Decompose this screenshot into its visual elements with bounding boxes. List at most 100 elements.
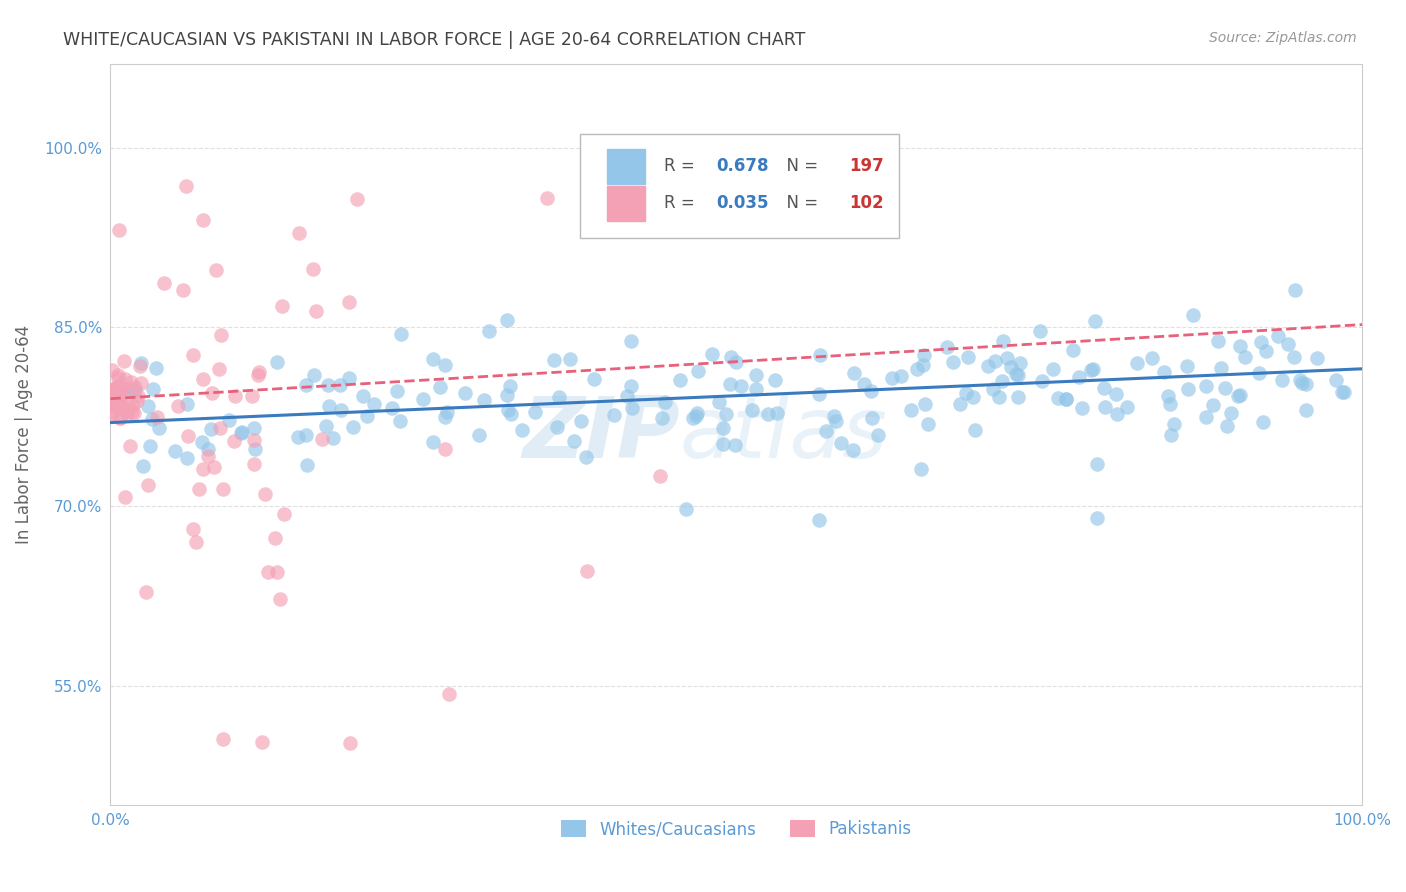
Point xyxy=(723,438,745,452)
Text: atlas: atlas xyxy=(681,393,889,476)
Point xyxy=(1229,339,1251,353)
Point xyxy=(129,376,152,390)
Point xyxy=(108,411,131,425)
Point xyxy=(1284,283,1306,297)
Point xyxy=(433,409,456,424)
Point xyxy=(148,421,170,435)
Point xyxy=(1007,368,1029,382)
Point xyxy=(963,423,986,437)
Point xyxy=(212,732,235,747)
Point xyxy=(181,522,204,536)
Point xyxy=(153,276,176,290)
Point xyxy=(900,403,922,417)
Point xyxy=(582,371,605,385)
Point xyxy=(243,442,266,456)
Point xyxy=(122,383,145,397)
Point xyxy=(543,353,565,368)
Text: ZIP: ZIP xyxy=(522,393,681,476)
Point xyxy=(242,421,264,435)
Point xyxy=(1209,361,1232,376)
Point xyxy=(1153,365,1175,379)
Point xyxy=(654,394,676,409)
Point xyxy=(115,381,138,395)
Point xyxy=(295,378,318,392)
Point xyxy=(741,402,763,417)
Point xyxy=(330,402,353,417)
Point xyxy=(110,396,132,410)
Point xyxy=(363,397,385,411)
Point xyxy=(1251,415,1274,429)
Point xyxy=(322,431,344,445)
Point xyxy=(1331,385,1354,400)
Point xyxy=(1216,418,1239,433)
Point xyxy=(763,373,786,387)
Point xyxy=(329,378,352,392)
Point xyxy=(107,400,129,414)
Point xyxy=(197,442,219,457)
Point xyxy=(1213,381,1236,395)
Point xyxy=(176,451,198,466)
Point xyxy=(118,439,141,453)
Point xyxy=(346,192,368,206)
Point xyxy=(108,379,131,393)
Point xyxy=(575,450,598,464)
Point xyxy=(127,389,149,403)
Point xyxy=(957,351,980,365)
Point xyxy=(287,430,309,444)
Point xyxy=(108,384,131,398)
Point xyxy=(107,371,129,385)
Point xyxy=(131,356,153,370)
Point xyxy=(815,424,838,438)
Point xyxy=(115,407,138,421)
Point xyxy=(208,421,231,435)
Point xyxy=(1092,381,1115,395)
Point xyxy=(138,439,160,453)
Point xyxy=(603,408,626,422)
Point xyxy=(714,408,737,422)
Point xyxy=(825,414,848,428)
Point xyxy=(962,390,984,404)
Point xyxy=(621,401,644,415)
Point xyxy=(218,412,240,426)
Point xyxy=(668,373,690,387)
Point xyxy=(575,565,598,579)
Point xyxy=(337,295,360,310)
Point xyxy=(387,384,409,399)
Point xyxy=(1291,376,1313,390)
Point xyxy=(942,354,965,368)
Point xyxy=(981,382,1004,396)
Point xyxy=(1254,343,1277,358)
Point xyxy=(1125,356,1147,370)
Point xyxy=(352,389,374,403)
Point xyxy=(468,428,491,442)
Point xyxy=(342,420,364,434)
Point xyxy=(1000,359,1022,374)
Point xyxy=(685,409,707,423)
Point xyxy=(108,401,131,415)
Point xyxy=(1295,402,1317,417)
Point xyxy=(890,369,912,384)
Point xyxy=(648,469,671,483)
Point xyxy=(184,534,207,549)
Point xyxy=(114,371,136,385)
Point xyxy=(191,372,214,386)
Point xyxy=(472,392,495,407)
Point xyxy=(176,428,198,442)
Text: 197: 197 xyxy=(849,157,883,176)
Point xyxy=(1195,409,1218,424)
Point xyxy=(1226,389,1249,403)
Point xyxy=(686,406,709,420)
FancyBboxPatch shape xyxy=(579,135,898,238)
Point xyxy=(1087,457,1109,471)
Point xyxy=(305,304,328,318)
Point xyxy=(1324,373,1347,387)
Point xyxy=(1277,337,1299,351)
Point xyxy=(808,513,831,527)
Point xyxy=(224,434,246,449)
Point xyxy=(744,382,766,396)
Point xyxy=(433,358,456,372)
Point xyxy=(273,507,295,521)
Text: R =: R = xyxy=(664,194,700,212)
Point xyxy=(174,178,197,193)
Point xyxy=(1289,373,1312,387)
